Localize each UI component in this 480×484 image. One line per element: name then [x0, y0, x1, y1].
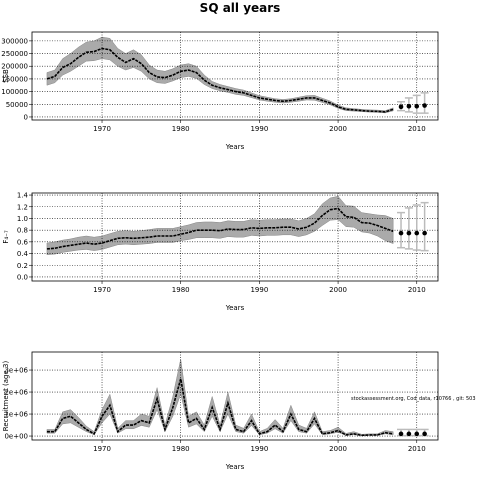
y-tick-label: 1e+06 [4, 411, 28, 419]
annotation: stockassessment.org, Cod_data, r10766 , … [351, 396, 476, 402]
y-tick-label: 250000 [1, 50, 28, 58]
estimate-line [46, 207, 394, 250]
x-tick-label: 1980 [172, 445, 190, 453]
forecast-point [422, 431, 427, 437]
y-tick-label: 1.2 [17, 203, 28, 211]
forecast-point [422, 230, 427, 236]
y-tick-label: 0.6 [17, 238, 29, 246]
x-axis-label: Years [225, 304, 245, 312]
y-tick-label: 2e+06 [4, 389, 28, 397]
y-tick-label: 0.0 [17, 273, 28, 281]
y-tick-label: 1.0 [17, 215, 28, 223]
x-tick-label: 2000 [329, 286, 347, 294]
forecast-point [406, 230, 412, 236]
y-axis-label: SSB [2, 69, 10, 83]
x-tick-label: 1970 [93, 445, 111, 453]
x-tick-label: 1990 [250, 286, 268, 294]
y-tick-label: 1.4 [17, 192, 29, 200]
confidence-band [46, 36, 394, 114]
forecast-point [406, 431, 412, 437]
y-axis-label: F₄₋₇ [2, 230, 10, 244]
y-tick-label: 0.8 [17, 227, 28, 235]
y-tick-label: 50000 [6, 101, 28, 109]
x-tick-label: 1980 [172, 286, 190, 294]
x-tick-label: 1990 [250, 125, 268, 133]
y-tick-label: 0.2 [17, 262, 28, 270]
y-tick-label: 3e+06 [4, 367, 28, 375]
forecast-point [414, 230, 420, 236]
x-tick-label: 2000 [329, 445, 347, 453]
x-tick-label: 1980 [172, 125, 190, 133]
plot-frame [31, 351, 439, 441]
plot-frame [31, 192, 439, 282]
chart-title: SQ all years [200, 1, 281, 15]
x-tick-label: 1990 [250, 445, 268, 453]
estimate-line [46, 47, 394, 113]
y-tick-label: 0 [24, 113, 28, 121]
y-tick-label: 0e+00 [4, 433, 28, 441]
forecast-point [414, 431, 420, 437]
x-axis-label: Years [225, 143, 245, 151]
forecast-point [414, 104, 420, 109]
forecast-point [398, 104, 404, 110]
x-tick-label: 1970 [93, 125, 111, 133]
y-tick-label: 100000 [1, 88, 28, 96]
forecast-point [398, 230, 404, 236]
x-tick-label: 2000 [329, 125, 347, 133]
forecast-point [406, 104, 412, 109]
x-axis-label: Years [225, 463, 245, 471]
y-tick-label: 300000 [1, 37, 28, 45]
y-tick-label: 0.4 [17, 250, 29, 258]
plot-frame [31, 31, 439, 121]
y-tick-label: 200000 [1, 63, 28, 71]
x-tick-label: 2010 [408, 286, 426, 294]
x-tick-label: 1970 [93, 286, 111, 294]
x-tick-label: 2010 [408, 445, 426, 453]
forecast-point [398, 431, 404, 437]
confidence-band [46, 358, 394, 436]
forecast-point [422, 103, 427, 108]
x-tick-label: 2010 [408, 125, 426, 133]
confidence-band [46, 195, 394, 255]
estimate-line [46, 378, 394, 437]
y-tick-label: 150000 [1, 75, 28, 83]
y-axis-label: Recruitment (age 3) [2, 361, 10, 432]
